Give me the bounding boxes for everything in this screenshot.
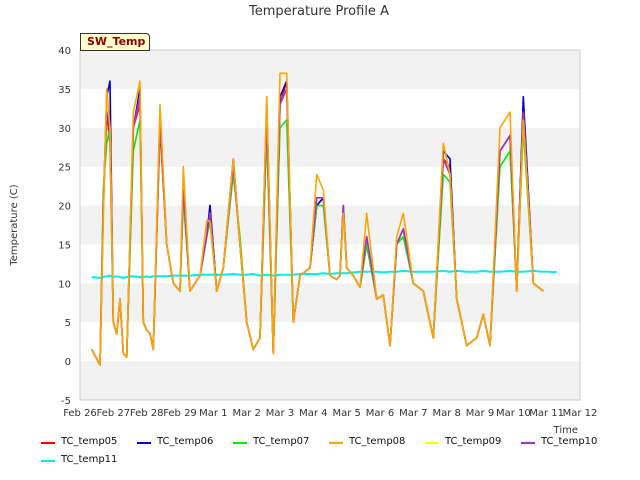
legend-swatch — [329, 442, 343, 444]
legend-swatch — [521, 442, 535, 444]
y-tick-label: 0 — [65, 357, 71, 368]
x-tick-label: Mar 8 — [432, 408, 460, 419]
legend-label: TC_temp07 — [253, 436, 310, 447]
plot-band — [80, 166, 580, 206]
x-tick-label: Mar 10 — [496, 408, 531, 419]
series-line-tc-temp08 — [90, 72, 544, 366]
legend-label: TC_temp05 — [61, 436, 118, 447]
chart-title: Temperature Profile A — [248, 4, 389, 19]
plot-band — [80, 205, 580, 245]
x-tick-label: Feb 29 — [163, 408, 197, 419]
legend-label: TC_temp08 — [349, 436, 406, 447]
plot-band — [80, 361, 580, 400]
legend-swatch — [41, 460, 55, 462]
legend-label: TC_temp11 — [61, 454, 118, 465]
x-tick-label: Mar 4 — [299, 408, 327, 419]
x-tick-label: Mar 12 — [563, 408, 598, 419]
legend-label: TC_temp10 — [541, 436, 598, 447]
plot-band — [80, 322, 580, 362]
y-axis-ticks: -5 0 5 10 15 20 25 30 35 40 — [58, 46, 71, 407]
x-tick-label: Mar 7 — [399, 408, 427, 419]
x-axis-ticks: Feb 26 Feb 27 Feb 28 Feb 29 Mar 1 Mar 2 Mar 3 M… — [63, 408, 597, 419]
plot-band — [80, 283, 580, 323]
x-tick-label: Mar 6 — [366, 408, 394, 419]
plot-bands — [80, 50, 580, 400]
legend-swatch — [41, 442, 55, 444]
x-tick-label: Mar 2 — [232, 408, 260, 419]
sw-temp-badge: SW_Temp — [80, 33, 150, 51]
legend-swatch — [425, 442, 439, 444]
x-tick-label: Mar 11 — [529, 408, 564, 419]
plot-band — [80, 88, 580, 128]
series-line-tc-temp11 — [91, 269, 557, 279]
y-tick-label: 20 — [58, 202, 71, 213]
y-tick-label: 25 — [58, 163, 71, 174]
x-tick-label: Mar 1 — [199, 408, 227, 419]
y-tick-label: 35 — [58, 85, 71, 96]
legend: TC_temp05 TC_temp06 TC_temp07 TC_temp08 TC_t… — [0, 436, 640, 476]
x-tick-label: Feb 28 — [130, 408, 164, 419]
legend-swatch — [137, 442, 151, 444]
series-lines — [90, 72, 557, 366]
y-tick-label: 15 — [58, 240, 71, 251]
x-tick-label: Mar 9 — [466, 408, 494, 419]
y-tick-label: 10 — [58, 279, 71, 290]
plot-frame — [79, 49, 581, 401]
plot-band — [80, 127, 580, 167]
x-tick-label: Mar 3 — [266, 408, 294, 419]
x-tick-label: Feb 26 — [63, 408, 97, 419]
x-tick-label: Mar 5 — [332, 408, 360, 419]
sw-temp-label: SW_Temp — [87, 35, 146, 48]
plot-band — [80, 50, 580, 89]
x-axis-label: Time — [553, 425, 578, 436]
y-tick-label: 40 — [58, 46, 71, 57]
y-axis-label: Temperature (C) — [9, 184, 20, 266]
x-tick-label: Feb 27 — [97, 408, 131, 419]
legend-swatch — [233, 442, 247, 444]
y-tick-label: 30 — [58, 124, 71, 135]
y-tick-label: -5 — [61, 396, 71, 407]
legend-label: TC_temp06 — [157, 436, 214, 447]
legend-label: TC_temp09 — [445, 436, 502, 447]
y-tick-label: 5 — [65, 318, 71, 329]
